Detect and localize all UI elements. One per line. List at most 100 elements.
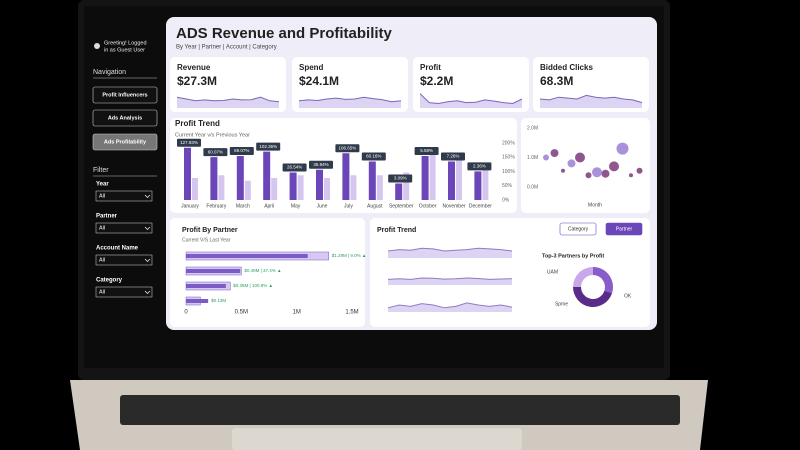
trackpad [232, 428, 522, 450]
filter-label: Category [96, 278, 123, 284]
x-axis-label: Month [588, 202, 602, 208]
kpi-value: 68.3M [540, 74, 573, 88]
nav-button-label: Profit Influencers [102, 92, 147, 98]
data-label: 60.07% [208, 149, 223, 154]
data-label: 26.54% [287, 165, 302, 170]
x-tick-label: 0 [184, 310, 188, 316]
dropdown[interactable] [95, 222, 153, 234]
bar-previous [482, 167, 489, 200]
data-label: 69.07% [234, 148, 249, 153]
bar-current [184, 147, 191, 200]
y-tick-label: 0.0M [527, 184, 538, 190]
dropdown-arrow [144, 226, 151, 230]
bar-previous [403, 172, 410, 200]
x-tick-label: February [206, 203, 227, 209]
bar-current [263, 151, 271, 200]
bar-current [186, 299, 209, 303]
data-label: 35.94% [313, 162, 328, 167]
bar-previous [218, 175, 225, 200]
dropdown[interactable] [95, 190, 153, 202]
sparkline-area [388, 278, 512, 285]
scatter-point [636, 167, 643, 174]
bar-current [186, 254, 308, 258]
y2-tick-label: 0% [502, 197, 510, 203]
card-subtitle: Current V/S Last Year [182, 237, 231, 243]
y2-tick-label: 150% [502, 155, 515, 161]
scatter-point [609, 161, 619, 172]
x-tick-label: August [367, 203, 383, 209]
y2-tick-label: 200% [502, 140, 515, 146]
data-label-bg [256, 142, 281, 151]
dropdown-value: All [99, 225, 105, 231]
x-tick-label: September [389, 203, 414, 209]
card [170, 218, 365, 327]
card-title: Top-3 Partners by Profit [542, 253, 604, 259]
nav-button[interactable] [92, 133, 158, 151]
card-title: Profit Trend [175, 119, 220, 128]
sparkline-area [299, 97, 401, 108]
nav-title: Navigation [93, 69, 126, 76]
sparkline [387, 302, 513, 309]
dropdown[interactable] [95, 286, 153, 298]
bar-previous [192, 178, 198, 200]
scatter-point [567, 159, 576, 168]
dropdown-arrow [144, 258, 151, 262]
scatter-point [592, 167, 602, 178]
kpi-label: Revenue [177, 63, 211, 72]
x-tick-label: October [419, 203, 437, 209]
donut-label: Spme [555, 301, 568, 307]
data-label-bg [441, 152, 465, 161]
nav-button[interactable] [92, 109, 158, 127]
card [413, 57, 529, 112]
sparkline [539, 94, 643, 104]
bar-previous [324, 178, 330, 200]
card-subtitle: Current Year v/s Previous Year [175, 132, 250, 138]
donut-slice [573, 287, 613, 308]
dropdown-value: All [99, 289, 105, 295]
sparkline [298, 96, 402, 103]
data-label: 102.36% [259, 144, 277, 149]
data-label: 127.93% [180, 140, 198, 145]
nav-button[interactable] [92, 86, 158, 104]
kpi-label: Spend [299, 63, 324, 72]
filter-label: Account Name [96, 246, 139, 252]
data-label-bg [282, 163, 307, 172]
x-tick-label: 1.5M [345, 310, 358, 316]
donut-label: OK [624, 293, 632, 299]
dropdown[interactable] [95, 254, 153, 266]
filter-label: Year [96, 182, 109, 188]
dropdown-arrow [144, 290, 151, 294]
sparkline-area [177, 97, 279, 108]
data-label-bg [361, 152, 386, 161]
bar-previous [350, 175, 357, 200]
dropdown-arrow [144, 194, 151, 198]
bar-current [236, 156, 244, 200]
data-label-bg [335, 144, 360, 153]
donut-slice [573, 267, 593, 287]
bar-current [289, 172, 297, 200]
toggle-button[interactable] [559, 222, 597, 236]
bar-current [316, 169, 323, 200]
page-subtitle: By Year | Partner | Account | Category [176, 45, 277, 51]
card-title: Profit By Partner [182, 227, 238, 234]
data-label: 106.65% [339, 145, 357, 150]
toggle-label: Category [568, 226, 589, 232]
dropdown-value: All [99, 193, 105, 199]
bar-current [421, 156, 429, 200]
data-label: 2.36% [473, 164, 486, 169]
bar-previous [376, 175, 383, 200]
bar-previous [271, 178, 278, 200]
kpi-label: Bidded Clicks [540, 63, 593, 72]
donut-label: UAM [547, 269, 558, 275]
dropdown-value: All [99, 257, 105, 263]
data-label: $0.49M | 37.4% ▲ [244, 268, 281, 273]
kpi-value: $24.1M [299, 74, 339, 88]
bar-current [368, 161, 376, 200]
sparkline-area [540, 95, 642, 108]
bar-previous [456, 156, 462, 200]
x-tick-label: June [317, 203, 328, 209]
card [292, 57, 408, 112]
toggle-label: Partner [616, 226, 633, 232]
toggle-button[interactable] [605, 222, 643, 236]
data-label: 5.58% [420, 148, 433, 153]
